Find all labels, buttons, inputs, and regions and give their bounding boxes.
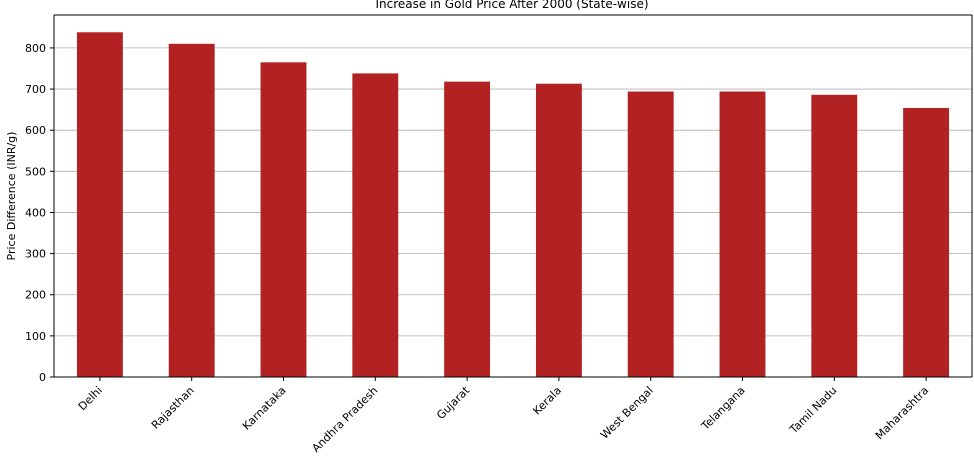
bar (627, 91, 674, 377)
x-tick-label: West Bengal (598, 384, 656, 442)
x-axis-ticks: Delhi Rajasthan Karnataka Andhra Pradesh Guj… (76, 377, 931, 455)
chart-title: Increase in Gold Price After 2000 (State… (375, 0, 648, 11)
x-tick-label: Andhra Pradesh (309, 384, 380, 455)
bar (811, 94, 858, 378)
bar (168, 43, 215, 377)
y-tick-label: 300 (25, 248, 46, 261)
bar (260, 62, 307, 377)
y-axis-label: Price Difference (INR/g) (5, 132, 18, 261)
y-tick-label: 500 (25, 165, 46, 178)
bars (76, 32, 950, 378)
bar (903, 107, 950, 377)
x-tick-label: Delhi (76, 384, 105, 413)
y-tick-label: 100 (25, 330, 46, 343)
axes (53, 14, 973, 378)
bar (719, 91, 766, 377)
y-axis-ticks: 0 100 200 300 400 500 600 700 800 (25, 42, 54, 384)
x-tick-label: Tamil Nadu (786, 384, 839, 437)
x-tick-label: Karnataka (240, 384, 289, 433)
y-tick-label: 600 (25, 124, 46, 137)
x-tick-label: Maharashtra (873, 384, 931, 442)
y-tick-label: 700 (25, 83, 46, 96)
x-tick-label: Rajasthan (149, 384, 197, 432)
y-tick-label: 0 (39, 371, 46, 384)
y-tick-label: 200 (25, 289, 46, 302)
bar (535, 83, 582, 377)
x-tick-label: Gujarat (434, 383, 473, 422)
y-tick-label: 400 (25, 206, 46, 219)
bar (76, 32, 123, 377)
y-tick-label: 800 (25, 42, 46, 55)
x-tick-label: Telangana (698, 384, 747, 433)
bar (352, 73, 399, 377)
bar (444, 81, 491, 378)
x-tick-label: Kerala (530, 384, 564, 418)
